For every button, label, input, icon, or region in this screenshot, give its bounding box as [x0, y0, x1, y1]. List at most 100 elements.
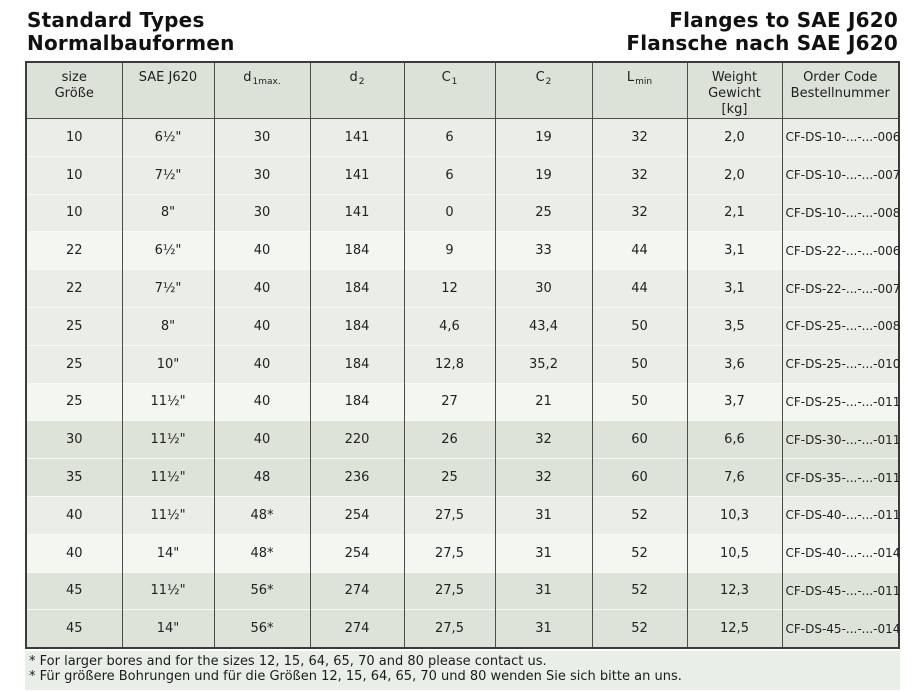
- table-row: 25 8" 40 184 4,6 43,4 50 3,5 CF-DS-25-...-...-00…: [25, 306, 900, 346]
- page-title-german: Normalbauformen: [27, 31, 235, 55]
- header-row: size Größe SAE J620 d1max. d2 C1 C2 Lmin Weight G…: [25, 61, 900, 119]
- cell-d2: 220: [309, 420, 405, 459]
- cell-size: 22: [25, 269, 123, 308]
- table-row: 10 8" 30 141 0 25 32 2,1 CF-DS-10-...-...-008: [25, 193, 900, 232]
- cell-sae: 11½": [121, 382, 215, 421]
- cell-c2: 43,4: [494, 306, 593, 346]
- footnote-english: * For larger bores and for the sizes 12,…: [29, 653, 547, 669]
- table-row: 22 7½" 40 184 12 30 44 3,1 CF-DS-22-...-...-007: [25, 269, 900, 308]
- cell-weight: 2,1: [686, 193, 783, 232]
- cell-weight: 6,6: [686, 420, 783, 459]
- cell-c1: 27,5: [403, 609, 496, 648]
- cell-lmin: 32: [591, 118, 688, 157]
- cell-c2: 32: [494, 420, 593, 459]
- footnotes-strip: * For larger bores and for the sizes 12,…: [25, 650, 900, 690]
- cell-c1: 6: [403, 118, 496, 157]
- cell-order: CF-DS-30-...-...-011: [781, 420, 900, 459]
- page-title-english: Standard Types: [27, 8, 205, 32]
- cell-d2: 141: [309, 193, 405, 232]
- table-row: 10 6½" 30 141 6 19 32 2,0 CF-DS-10-...-...-006: [25, 118, 900, 157]
- cell-lmin: 52: [591, 533, 688, 573]
- cell-sae: 8": [121, 306, 215, 346]
- cell-sae: 11½": [121, 495, 215, 535]
- cell-sae: 8": [121, 193, 215, 232]
- cell-d2: 254: [309, 495, 405, 535]
- title-right: Flanges to SAE J620 Flansche nach SAE J6…: [626, 9, 898, 55]
- cell-d2: 274: [309, 571, 405, 610]
- cell-sae: 6½": [121, 118, 215, 157]
- cell-order: CF-DS-40-...-...-014: [781, 533, 900, 573]
- cell-sae: 14": [121, 533, 215, 573]
- cell-order: CF-DS-22-...-...-007: [781, 269, 900, 308]
- cell-c2: 30: [494, 269, 593, 308]
- cell-d1max: 30: [213, 118, 311, 157]
- cell-order: CF-DS-22-...-...-006: [781, 231, 900, 270]
- cell-size: 10: [25, 118, 123, 157]
- col-header-c2: C2: [494, 61, 593, 119]
- cell-c1: 27,5: [403, 533, 496, 573]
- cell-size: 45: [25, 571, 123, 610]
- cell-c2: 21: [494, 382, 593, 421]
- cell-d1max: 48*: [213, 533, 311, 573]
- cell-size: 30: [25, 420, 123, 459]
- table-row: 22 6½" 40 184 9 33 44 3,1 CF-DS-22-...-...-006: [25, 231, 900, 270]
- cell-c1: 6: [403, 155, 496, 195]
- cell-c2: 25: [494, 193, 593, 232]
- cell-c1: 4,6: [403, 306, 496, 346]
- cell-weight: 3,1: [686, 231, 783, 270]
- cell-size: 10: [25, 193, 123, 232]
- cell-d2: 184: [309, 269, 405, 308]
- cell-d2: 184: [309, 231, 405, 270]
- page-header: Standard Types Normalbauformen Flanges t…: [0, 0, 922, 55]
- cell-order: CF-DS-25-...-...-010: [781, 344, 900, 384]
- table-row: 35 11½" 48 236 25 32 60 7,6 CF-DS-35-...-...-011: [25, 458, 900, 497]
- cell-sae: 6½": [121, 231, 215, 270]
- cell-weight: 7,6: [686, 458, 783, 497]
- col-header-order: Order Code Bestellnummer: [781, 61, 900, 119]
- cell-size: 40: [25, 533, 123, 573]
- col-header-sae: SAE J620: [121, 61, 215, 119]
- cell-size: 10: [25, 155, 123, 195]
- col-header-c1: C1: [403, 61, 496, 119]
- cell-size: 40: [25, 495, 123, 535]
- table-header: size Größe SAE J620 d1max. d2 C1 C2 Lmin Weight G…: [25, 61, 900, 119]
- table-row: 40 14" 48* 254 27,5 31 52 10,5 CF-DS-40-...-...-…: [25, 533, 900, 573]
- cell-d1max: 56*: [213, 609, 311, 648]
- cell-weight: 2,0: [686, 118, 783, 157]
- cell-d2: 184: [309, 344, 405, 384]
- cell-d1max: 56*: [213, 571, 311, 610]
- cell-c1: 12: [403, 269, 496, 308]
- cell-d1max: 40: [213, 231, 311, 270]
- cell-c2: 33: [494, 231, 593, 270]
- table-body: 10 6½" 30 141 6 19 32 2,0 CF-DS-10-...-...-006 10…: [25, 118, 900, 648]
- col-header-lmin: Lmin: [591, 61, 688, 119]
- cell-order: CF-DS-10-...-...-006: [781, 118, 900, 157]
- cell-size: 25: [25, 306, 123, 346]
- cell-d1max: 40: [213, 344, 311, 384]
- cell-d2: 254: [309, 533, 405, 573]
- table-row: 45 14" 56* 274 27,5 31 52 12,5 CF-DS-45-...-...-…: [25, 609, 900, 648]
- title-left: Standard Types Normalbauformen: [27, 9, 235, 55]
- cell-order: CF-DS-40-...-...-011: [781, 495, 900, 535]
- cell-order: CF-DS-45-...-...-014: [781, 609, 900, 648]
- cell-lmin: 52: [591, 571, 688, 610]
- cell-lmin: 50: [591, 344, 688, 384]
- cell-d1max: 30: [213, 193, 311, 232]
- cell-sae: 11½": [121, 420, 215, 459]
- standard-title-english: Flanges to SAE J620: [669, 8, 898, 32]
- table-row: 25 11½" 40 184 27 21 50 3,7 CF-DS-25-...-...-011: [25, 382, 900, 421]
- cell-size: 25: [25, 344, 123, 384]
- cell-d2: 236: [309, 458, 405, 497]
- cell-c2: 19: [494, 118, 593, 157]
- cell-c2: 31: [494, 571, 593, 610]
- cell-sae: 7½": [121, 155, 215, 195]
- cell-sae: 7½": [121, 269, 215, 308]
- cell-weight: 3,1: [686, 269, 783, 308]
- cell-c2: 31: [494, 609, 593, 648]
- cell-d1max: 30: [213, 155, 311, 195]
- cell-weight: 12,3: [686, 571, 783, 610]
- cell-d1max: 40: [213, 306, 311, 346]
- cell-d1max: 48*: [213, 495, 311, 535]
- col-header-weight: Weight Gewicht [kg]: [686, 61, 783, 119]
- cell-order: CF-DS-45-...-...-011: [781, 571, 900, 610]
